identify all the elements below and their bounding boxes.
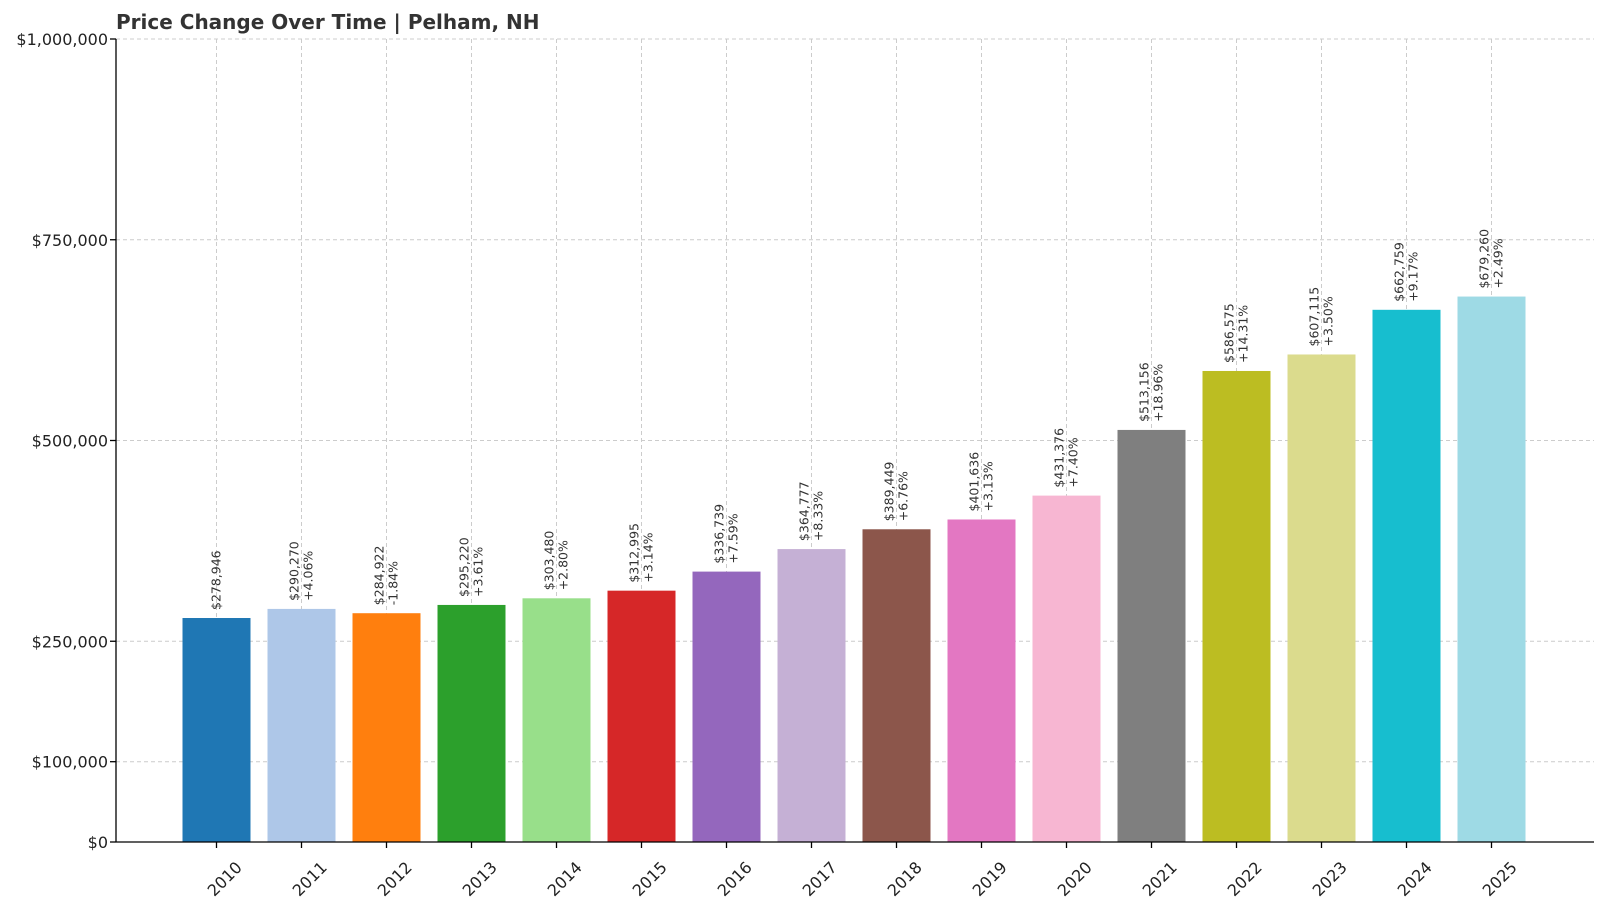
bar-2015 [607,590,676,842]
x-tick-label-2023: 2023 [1309,858,1351,900]
value-label-2025: $679,260 [1477,229,1492,289]
bar-2014 [522,598,591,842]
change-label-2022: +14.31% [1236,305,1251,363]
y-tick-label: $750,000 [32,231,108,250]
x-tick-label-2012: 2012 [374,858,416,900]
value-label-2013: $295,220 [457,537,472,597]
x-tick-label-2020: 2020 [1054,858,1096,900]
x-tick-label-2015: 2015 [629,858,671,900]
change-label-2017: +8.33% [811,491,826,541]
x-tick-label-2025: 2025 [1479,858,1521,900]
bar-2013 [437,604,506,842]
bar-2012 [352,613,421,842]
y-tick-label: $100,000 [32,753,108,772]
bars-layer [182,296,1526,843]
value-label-2010: $278,946 [209,550,224,610]
value-label-2012: $284,922 [372,546,387,606]
change-label-2014: +2.80% [556,540,571,590]
change-label-2012: -1.84% [386,561,401,605]
bar-2021 [1117,429,1186,842]
y-tick-label: $1,000,000 [16,30,108,49]
value-label-2015: $312,995 [627,523,642,583]
value-label-2014: $303,480 [542,531,557,591]
x-tick-label-2024: 2024 [1394,858,1436,900]
change-label-2011: +4.06% [301,551,316,601]
bar-2024 [1372,309,1441,842]
value-label-2019: $401,636 [967,452,982,512]
x-tick-label-2011: 2011 [289,858,331,900]
y-tick-label: $500,000 [32,432,108,451]
change-label-2025: +2.49% [1491,238,1506,288]
x-tick-label-2013: 2013 [459,858,501,900]
value-label-2023: $607,115 [1307,287,1322,347]
change-label-2023: +3.50% [1321,296,1336,346]
change-label-2016: +7.59% [726,513,741,563]
axes-layer [110,38,1594,848]
x-tick-label-2022: 2022 [1224,858,1266,900]
change-label-2024: +9.17% [1406,251,1421,301]
bar-2020 [1032,495,1101,842]
bar-2011 [267,608,336,842]
chart-title: Price Change Over Time | Pelham, NH [116,10,540,34]
bar-2025 [1457,296,1526,843]
value-label-2016: $336,739 [712,504,727,564]
change-label-2015: +3.14% [641,532,656,582]
change-label-2021: +18.96% [1151,364,1166,422]
bar-2016 [692,571,761,842]
x-tick-label-2018: 2018 [884,858,926,900]
bar-2017 [777,549,846,842]
bar-2023 [1287,354,1356,842]
value-label-2021: $513,156 [1137,362,1152,422]
value-label-2022: $586,575 [1222,303,1237,363]
bar-2019 [947,519,1016,842]
value-label-2024: $662,759 [1392,242,1407,302]
y-tick-label: $250,000 [32,632,108,651]
bar-2010 [182,618,251,842]
bar-2022 [1202,370,1271,842]
bar-2018 [862,529,931,842]
x-tick-label-2016: 2016 [714,858,756,900]
value-label-2017: $364,777 [797,481,812,541]
x-tick-label-2017: 2017 [799,858,841,900]
x-tick-label-2014: 2014 [544,858,586,900]
value-label-2020: $431,376 [1052,428,1067,488]
change-label-2013: +3.61% [471,547,486,597]
x-tick-label-2010: 2010 [204,858,246,900]
x-tick-label-2021: 2021 [1139,858,1181,900]
grid-layer [116,38,1594,842]
value-label-2011: $290,270 [287,541,302,601]
value-label-2018: $389,449 [882,462,897,522]
y-tick-label: $0 [88,833,108,852]
change-label-2020: +7.40% [1066,437,1081,487]
x-tick-label-2019: 2019 [969,858,1011,900]
change-label-2018: +6.76% [896,471,911,521]
change-label-2019: +3.13% [981,461,996,511]
